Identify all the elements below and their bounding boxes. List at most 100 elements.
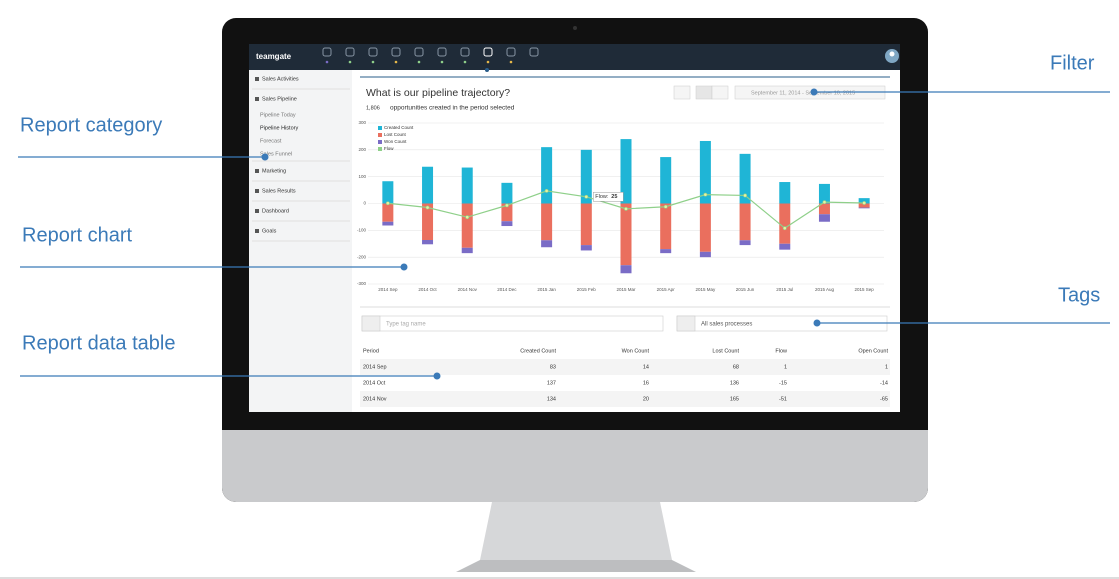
nav-icon[interactable] <box>506 47 516 57</box>
bar <box>699 140 711 204</box>
x-tick-label: 2014 Sep <box>378 287 398 292</box>
bar <box>858 203 870 208</box>
annotation-label: Report chart <box>22 224 132 246</box>
y-tick-label: -300 <box>357 281 367 286</box>
avatar-head <box>889 51 895 57</box>
table-cell: 1 <box>885 364 888 370</box>
bar <box>818 203 830 215</box>
sidebar-icon <box>255 189 259 193</box>
sidebar-section: Sales Activities <box>262 76 299 82</box>
nav-icon[interactable] <box>437 47 447 57</box>
sidebar-icon <box>255 97 259 101</box>
nav-dot <box>486 60 490 64</box>
bar <box>541 203 553 241</box>
flow-point <box>505 203 509 208</box>
table-header: Won Count <box>622 348 650 354</box>
report-title: What is our pipeline trajectory? <box>366 87 510 99</box>
bar <box>779 182 791 204</box>
x-tick-label: 2015 Jan <box>537 287 556 292</box>
nav-icon[interactable] <box>529 47 539 57</box>
y-tick-label: -100 <box>357 228 367 233</box>
bar <box>858 207 870 209</box>
bar <box>660 203 672 250</box>
annotation-dot <box>433 372 441 380</box>
table-cell: 16 <box>643 380 649 386</box>
flow-point <box>862 201 867 205</box>
nav-icon[interactable] <box>483 47 493 57</box>
x-tick-label: 2015 Aug <box>815 287 835 292</box>
sidebar-icon <box>255 77 259 81</box>
tooltip <box>593 192 624 202</box>
bar <box>779 203 791 244</box>
nav-icon[interactable] <box>460 47 470 57</box>
back-button[interactable] <box>711 85 729 100</box>
bar <box>580 245 592 251</box>
table-header: Lost Count <box>712 348 739 354</box>
table-cell: 165 <box>730 396 739 402</box>
bar <box>818 214 830 222</box>
flow-point <box>544 188 549 193</box>
nav-icons <box>322 47 539 64</box>
nav-dot <box>371 60 375 64</box>
x-tick-label: 2015 Sep <box>855 287 875 292</box>
bar <box>541 147 553 204</box>
chart: 300 200 100 0 -100 -200 -300 2014 Sep 2014 Oct 20… <box>357 120 884 292</box>
table-cell: 2014 Nov <box>363 396 387 402</box>
flow-point <box>624 206 628 211</box>
legend-label: Won Count <box>384 139 407 144</box>
annotation-dot <box>813 319 821 327</box>
sidebar-icon <box>255 169 259 173</box>
sidebar-icon <box>255 229 259 233</box>
nav-dot <box>463 60 467 64</box>
y-tick-label: 100 <box>358 174 366 179</box>
sidebar-section: Goals <box>262 228 277 234</box>
date-range: September 11, 2014 - September 10, 2015 <box>751 90 855 96</box>
flow-point <box>822 200 827 205</box>
flow-point <box>703 192 708 197</box>
table-row-bg <box>360 391 890 407</box>
list-button[interactable] <box>695 85 713 100</box>
screen <box>249 44 900 412</box>
nav-icon[interactable] <box>414 47 424 57</box>
nav-icon[interactable] <box>391 47 401 57</box>
table-cell: -15 <box>779 380 787 386</box>
table-cell: -14 <box>880 380 888 386</box>
flow-point <box>465 215 470 220</box>
sidebar-section: Dashboard <box>262 208 289 214</box>
nav-icon[interactable] <box>322 47 332 57</box>
tag-placeholder: Type tag name <box>386 322 426 328</box>
bar <box>699 251 711 258</box>
annotation-dot <box>400 263 408 271</box>
nav-icon[interactable] <box>368 47 378 57</box>
sidebar-section: Sales Results <box>262 188 296 194</box>
bar <box>461 167 473 204</box>
x-tick-label: 2014 Dec <box>497 287 517 292</box>
bar <box>422 166 434 204</box>
table-cell: 1 <box>784 364 787 370</box>
bar <box>382 221 394 226</box>
y-tick-label: 200 <box>358 147 366 152</box>
monitor-base <box>456 560 696 572</box>
legend-swatch <box>378 147 382 151</box>
table-header: Created Count <box>520 348 556 354</box>
bar <box>501 221 513 227</box>
flow-point <box>743 193 747 198</box>
table-cell: 137 <box>547 380 556 386</box>
bar <box>699 203 711 252</box>
table-header: Flow <box>775 348 787 354</box>
x-tick-label: 2015 Jul <box>776 287 793 292</box>
legend-label: Lost Count <box>384 132 407 137</box>
expand-button[interactable] <box>673 85 691 100</box>
bar <box>422 203 434 240</box>
annotation-label: Tags <box>1058 284 1100 306</box>
table-cell: 20 <box>643 396 649 402</box>
y-tick-label: 0 <box>363 201 366 206</box>
x-tick-label: 2015 Feb <box>577 287 597 292</box>
tag-icon <box>361 315 381 332</box>
bar <box>461 203 473 248</box>
legend-swatch <box>378 133 382 137</box>
report-count: 1,806 <box>366 105 380 111</box>
nav-icon[interactable] <box>345 47 355 57</box>
legend-swatch <box>378 126 382 130</box>
